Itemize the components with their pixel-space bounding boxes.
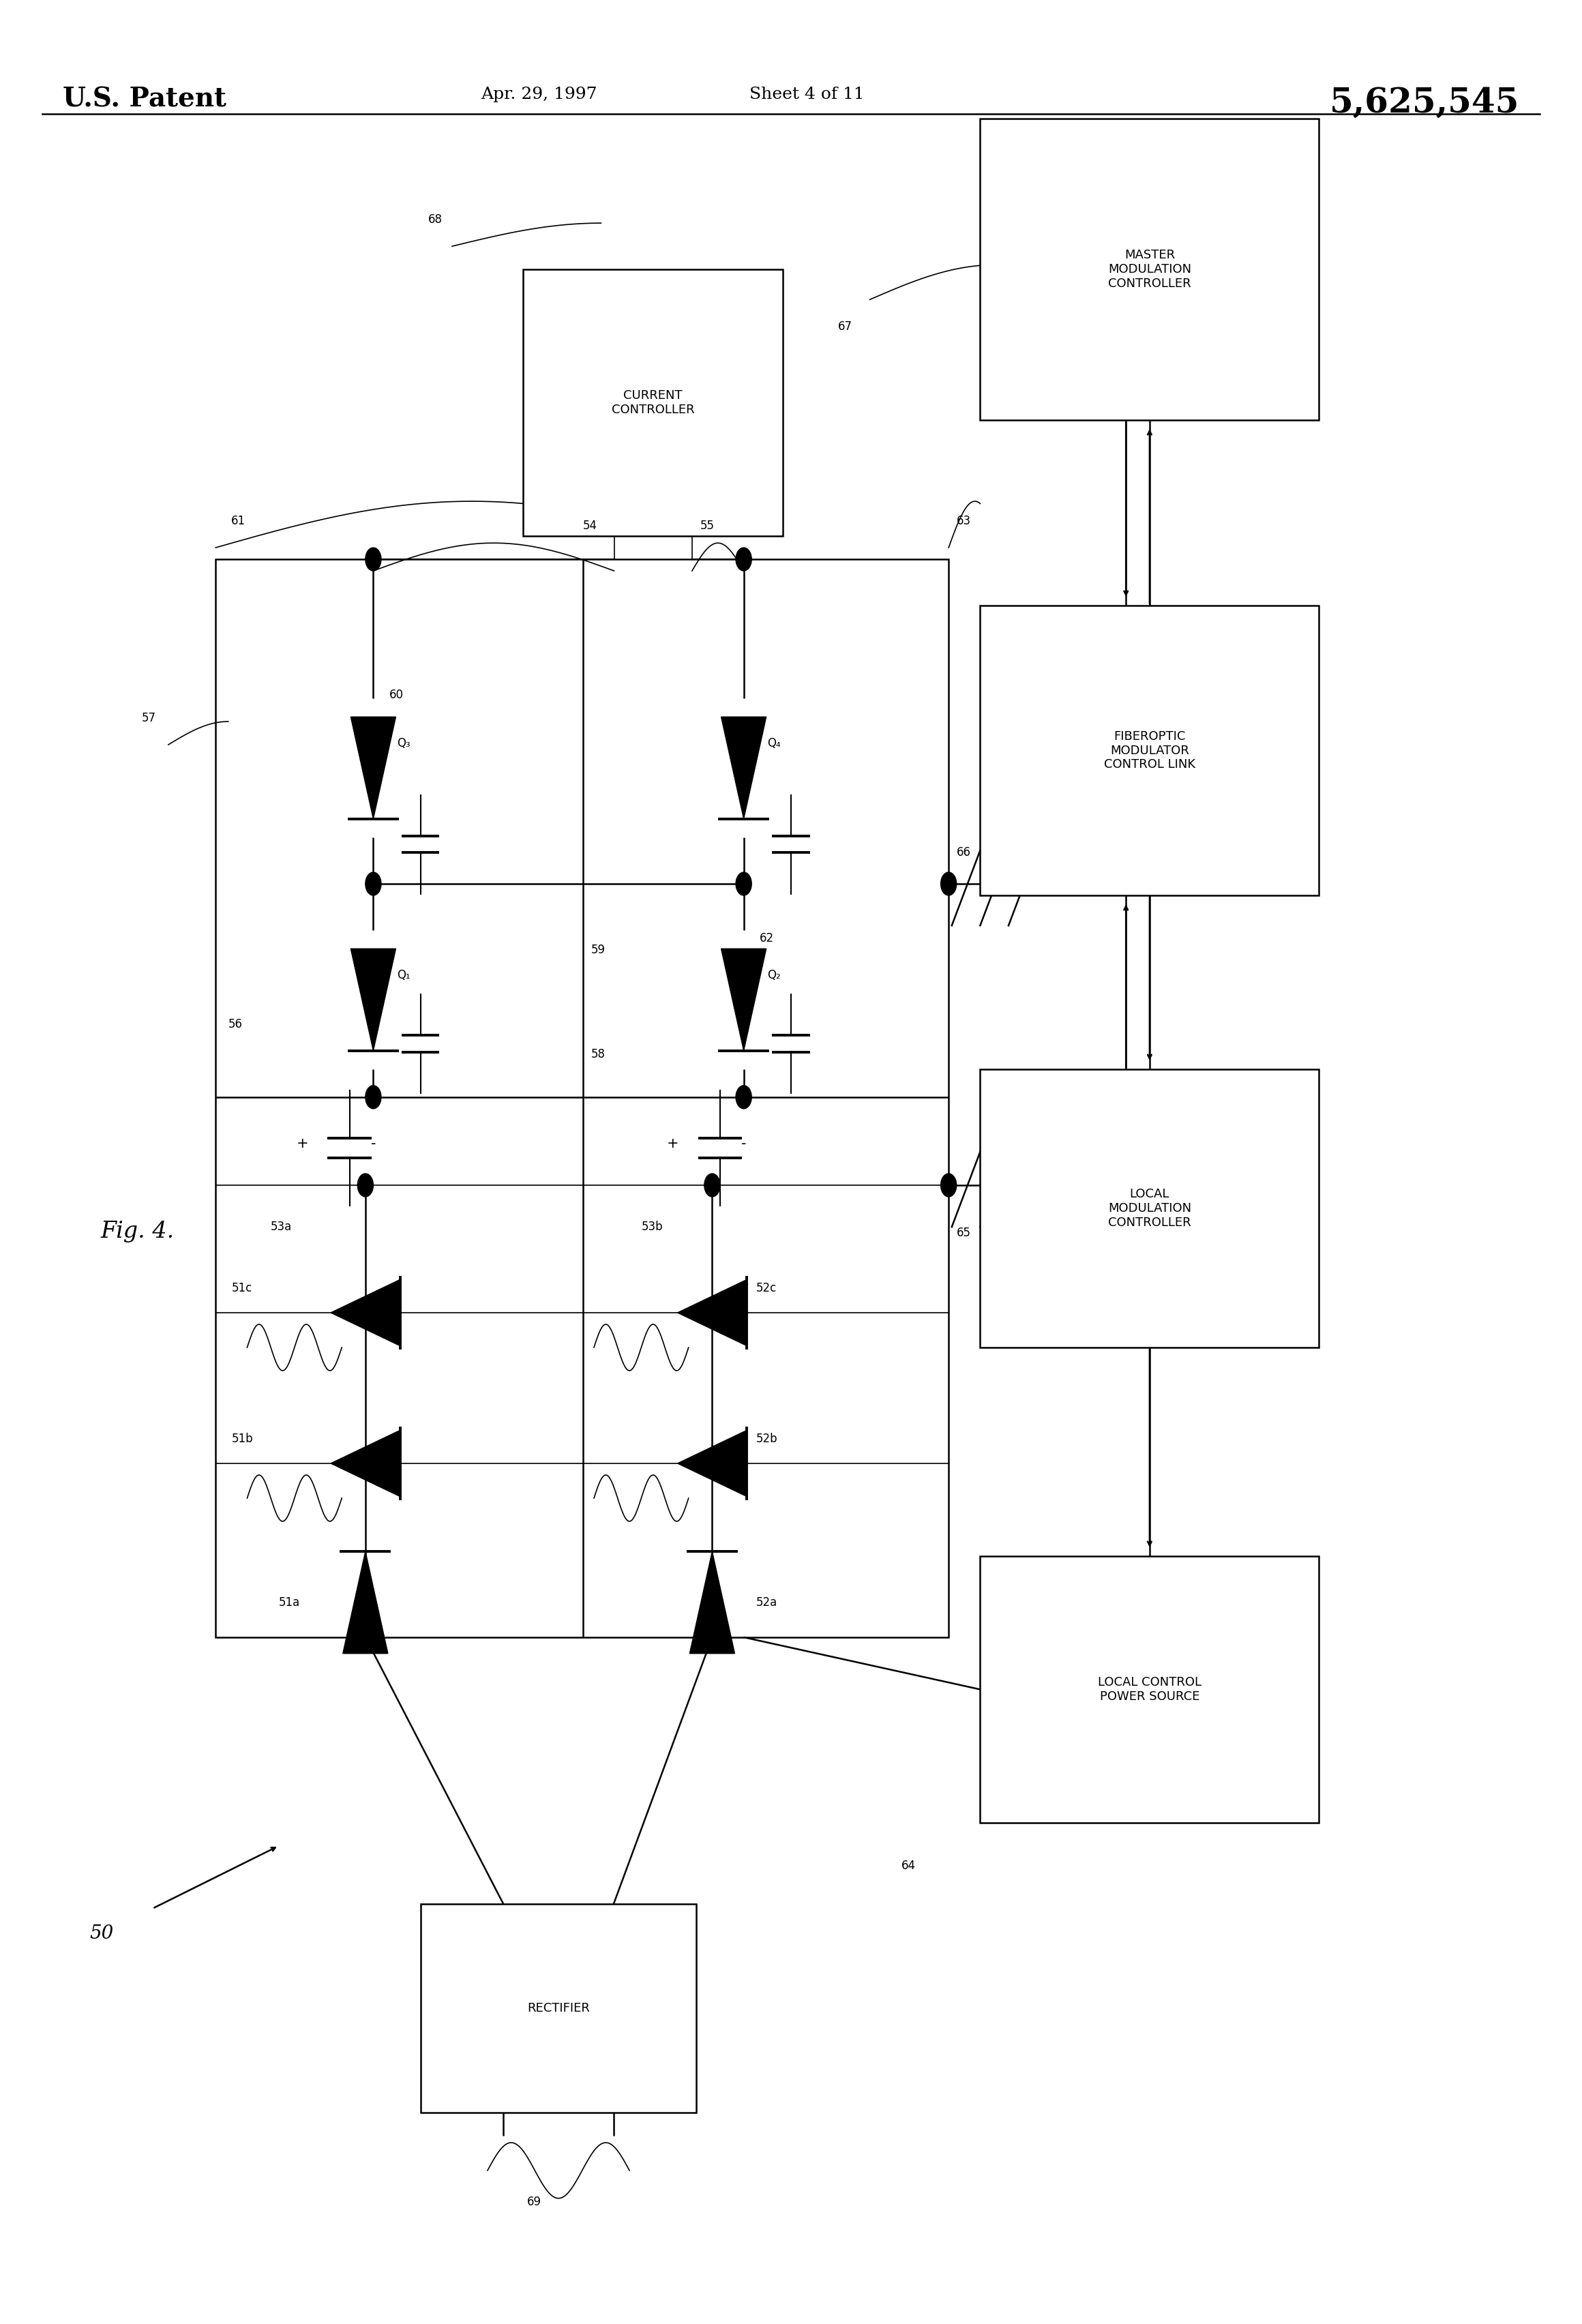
Bar [524, 270, 783, 537]
Polygon shape [351, 948, 395, 1050]
Text: 62: 62 [759, 932, 774, 944]
Circle shape [704, 1301, 720, 1325]
Polygon shape [343, 1552, 388, 1652]
Text: Apr. 29, 1997: Apr. 29, 1997 [481, 86, 596, 102]
Text: 50: 50 [90, 1924, 114, 1943]
Text: -: - [740, 1136, 747, 1150]
Circle shape [365, 1085, 381, 1109]
Text: 51a: 51a [278, 1597, 301, 1608]
Text: 51b: 51b [231, 1432, 253, 1446]
Circle shape [736, 1085, 751, 1109]
Bar [981, 119, 1319, 421]
Bar [981, 1069, 1319, 1348]
Text: 69: 69 [527, 2196, 541, 2208]
Polygon shape [351, 716, 395, 818]
Circle shape [365, 872, 381, 895]
Bar [981, 1557, 1319, 1822]
Text: Q₂: Q₂ [767, 969, 782, 981]
Text: Fig. 4.: Fig. 4. [101, 1220, 174, 1243]
Bar [421, 1903, 696, 2113]
Text: Q₁: Q₁ [397, 969, 410, 981]
Text: LOCAL CONTROL
POWER SOURCE: LOCAL CONTROL POWER SOURCE [1098, 1676, 1201, 1703]
Text: 65: 65 [957, 1227, 971, 1239]
Text: 53a: 53a [271, 1220, 293, 1234]
Circle shape [365, 548, 381, 572]
Text: 68: 68 [429, 214, 443, 225]
Circle shape [704, 1452, 720, 1476]
Text: 66: 66 [957, 846, 971, 858]
Text: CURRENT
CONTROLLER: CURRENT CONTROLLER [612, 390, 694, 416]
Text: 57: 57 [141, 711, 157, 725]
Text: +: + [666, 1136, 679, 1150]
Text: 52a: 52a [756, 1597, 778, 1608]
Polygon shape [690, 1552, 734, 1652]
Polygon shape [677, 1281, 747, 1346]
Text: Q₃: Q₃ [397, 737, 410, 748]
Circle shape [358, 1452, 373, 1476]
Circle shape [358, 1174, 373, 1197]
Text: 55: 55 [699, 521, 715, 532]
Polygon shape [721, 948, 766, 1050]
Text: 67: 67 [838, 321, 853, 332]
Circle shape [941, 1174, 957, 1197]
Circle shape [736, 872, 751, 895]
Text: 64: 64 [902, 1859, 916, 1871]
Polygon shape [331, 1429, 400, 1497]
Text: 59: 59 [590, 944, 606, 955]
Text: -: - [370, 1136, 377, 1150]
Bar [981, 607, 1319, 895]
Text: 54: 54 [582, 521, 596, 532]
Text: LOCAL
MODULATION
CONTROLLER: LOCAL MODULATION CONTROLLER [1107, 1188, 1191, 1229]
Circle shape [941, 872, 957, 895]
Bar [215, 560, 949, 1636]
Text: 52b: 52b [756, 1432, 778, 1446]
Circle shape [358, 1301, 373, 1325]
Text: +: + [296, 1136, 308, 1150]
Text: 52c: 52c [756, 1283, 777, 1294]
Text: 5,625,545: 5,625,545 [1329, 86, 1519, 121]
Text: MASTER
MODULATION
CONTROLLER: MASTER MODULATION CONTROLLER [1107, 249, 1191, 290]
Text: 60: 60 [389, 688, 403, 702]
Text: 63: 63 [957, 516, 971, 528]
Text: 51c: 51c [231, 1283, 252, 1294]
Circle shape [704, 1174, 720, 1197]
Circle shape [736, 548, 751, 572]
Text: U.S. Patent: U.S. Patent [63, 86, 226, 112]
Polygon shape [677, 1429, 747, 1497]
Text: 58: 58 [590, 1048, 606, 1060]
Text: FIBEROPTIC
MODULATOR
CONTROL LINK: FIBEROPTIC MODULATOR CONTROL LINK [1104, 730, 1196, 772]
Text: 56: 56 [228, 1018, 242, 1030]
Text: 61: 61 [231, 516, 245, 528]
Text: Q₄: Q₄ [767, 737, 782, 748]
Polygon shape [331, 1281, 400, 1346]
Text: 53b: 53b [641, 1220, 663, 1234]
Text: Sheet 4 of 11: Sheet 4 of 11 [750, 86, 864, 102]
Polygon shape [721, 716, 766, 818]
Text: RECTIFIER: RECTIFIER [527, 2001, 590, 2015]
